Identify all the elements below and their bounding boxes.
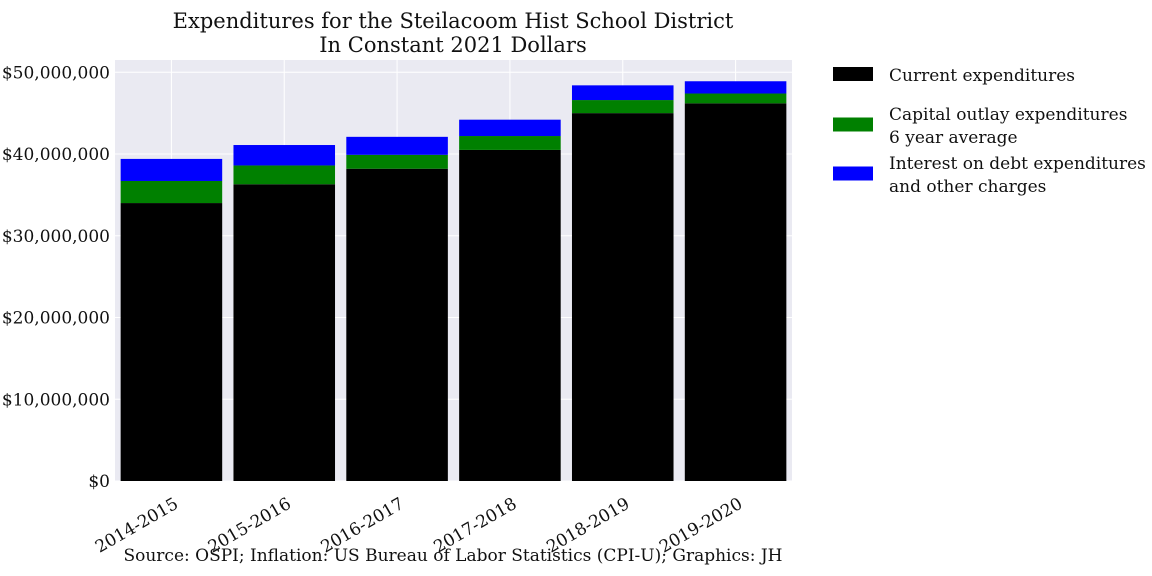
- y-tick-label: $40,000,000: [2, 145, 110, 165]
- y-tick-label: $10,000,000: [2, 390, 110, 410]
- bar-segment-2014-2015-series-2: [120, 158, 223, 181]
- bar-segment-2014-2015-series-1: [120, 180, 223, 204]
- chart-title-line-2: In Constant 2021 Dollars: [319, 33, 586, 57]
- bar-segment-2018-2019-series-1: [571, 100, 674, 114]
- legend-label: and other charges: [889, 177, 1046, 197]
- bar-segment-2016-2017-series-0: [346, 168, 448, 481]
- bar-segment-2017-2018-series-0: [459, 149, 561, 481]
- y-tick-label: $0: [88, 472, 110, 492]
- chart-title-line-1: Expenditures for the Steilacoom Hist Sch…: [173, 9, 734, 33]
- bar-segment-2014-2015-series-0: [120, 203, 223, 481]
- bar-segment-2019-2020-series-2: [684, 81, 787, 94]
- y-axis: $0 $10,000,000 $20,000,000 $30,000,000 $40,0…: [2, 63, 110, 492]
- y-tick-label: $20,000,000: [2, 309, 110, 329]
- bar-segment-2016-2017-series-1: [346, 154, 448, 169]
- y-tick-label: $30,000,000: [2, 227, 110, 247]
- bar-segment-2018-2019-series-0: [571, 113, 674, 481]
- legend-label: Interest on debt expenditures: [889, 154, 1146, 174]
- bars: [120, 81, 787, 482]
- bar-segment-2017-2018-series-1: [459, 136, 561, 150]
- legend-label: Capital outlay expenditures: [889, 105, 1127, 125]
- source-note: Source: OSPI; Inflation: US Bureau of La…: [123, 546, 782, 566]
- bar-segment-2015-2016-series-0: [233, 184, 336, 481]
- bar-segment-2015-2016-series-1: [233, 165, 336, 185]
- bar-segment-2015-2016-series-2: [233, 145, 336, 166]
- legend-swatch: [833, 67, 873, 81]
- legend-label: 6 year average: [889, 128, 1018, 148]
- legend-swatch: [833, 166, 873, 181]
- legend: Current expenditures Capital outlay expen…: [833, 66, 1146, 197]
- bar-segment-2019-2020-series-0: [684, 103, 787, 482]
- bar-segment-2017-2018-series-2: [459, 119, 561, 137]
- legend-swatch: [833, 117, 873, 132]
- bar-segment-2018-2019-series-2: [571, 85, 674, 101]
- bar-segment-2019-2020-series-1: [684, 93, 787, 104]
- y-tick-label: $50,000,000: [2, 63, 110, 83]
- bar-segment-2016-2017-series-2: [346, 136, 448, 155]
- plot-area: [115, 60, 792, 481]
- legend-label: Current expenditures: [889, 66, 1075, 86]
